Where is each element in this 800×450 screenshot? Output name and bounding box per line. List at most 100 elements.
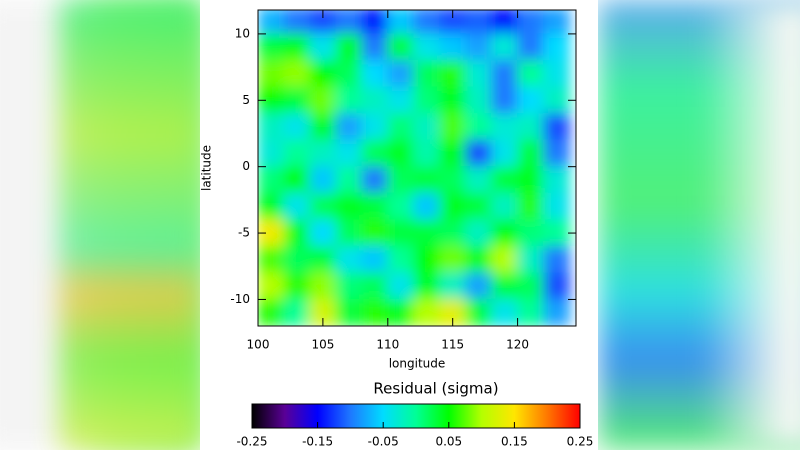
heatmap-cell bbox=[413, 139, 441, 168]
heatmap-cell bbox=[465, 139, 493, 168]
heatmap-cell bbox=[283, 192, 311, 221]
plot-frame bbox=[257, 9, 577, 327]
heatmap-cell bbox=[361, 192, 389, 221]
heatmap-cell bbox=[258, 139, 285, 168]
y-tick-label: -5 bbox=[238, 226, 250, 240]
y-tick-label: 5 bbox=[242, 93, 250, 107]
heatmap-cell bbox=[543, 192, 571, 221]
heatmap-cell bbox=[517, 59, 545, 88]
heatmap-cell bbox=[283, 166, 311, 194]
heatmap-cell bbox=[283, 298, 311, 326]
heatmap-cell bbox=[465, 86, 493, 115]
heatmap-cell bbox=[283, 33, 311, 61]
heatmap-cell bbox=[258, 10, 285, 35]
heatmap-cell bbox=[465, 166, 493, 194]
heatmap-cell bbox=[491, 166, 519, 194]
heatmap-cell bbox=[387, 113, 415, 141]
heatmap-cell bbox=[387, 166, 415, 194]
x-tick-label: 105 bbox=[311, 338, 334, 352]
heatmap-cell bbox=[465, 298, 493, 326]
colorbar-tick-label: 0.25 bbox=[567, 435, 594, 449]
heatmap-cell bbox=[309, 272, 337, 300]
heatmap-cell bbox=[413, 245, 441, 274]
heatmap-cell bbox=[491, 192, 519, 221]
heatmap-cell bbox=[543, 139, 571, 168]
heatmap-cell bbox=[335, 113, 363, 141]
heatmap-cell bbox=[491, 113, 519, 141]
heatmap-cell bbox=[465, 245, 493, 274]
heatmap-cell bbox=[283, 113, 311, 141]
heatmap-cell bbox=[387, 33, 415, 61]
heatmap-cell bbox=[465, 59, 493, 88]
heatmap-cell bbox=[335, 33, 363, 61]
heatmap-cell bbox=[335, 219, 363, 247]
heatmap-cell bbox=[335, 10, 363, 35]
heatmap-cell bbox=[335, 166, 363, 194]
heatmap-cell bbox=[465, 113, 493, 141]
heatmap-cell bbox=[517, 166, 545, 194]
y-axis-label: latitude bbox=[200, 145, 214, 191]
heatmap-cell bbox=[387, 219, 415, 247]
heatmap-cell bbox=[491, 33, 519, 61]
heatmap-cell bbox=[517, 298, 545, 326]
heatmap-cell bbox=[309, 33, 337, 61]
heatmap-cell bbox=[387, 298, 415, 326]
heatmap-cell bbox=[335, 192, 363, 221]
heatmap-cell bbox=[491, 272, 519, 300]
heatmap-cell bbox=[413, 59, 441, 88]
heatmap-cell bbox=[517, 219, 545, 247]
heatmap-cell bbox=[465, 272, 493, 300]
heatmap-cell bbox=[283, 139, 311, 168]
heatmap-cell bbox=[439, 272, 467, 300]
heatmap-cell bbox=[439, 219, 467, 247]
heatmap-cell bbox=[361, 272, 389, 300]
heatmap-cell bbox=[309, 245, 337, 274]
heatmap-cell bbox=[387, 245, 415, 274]
heatmap-cell bbox=[361, 113, 389, 141]
heatmap-cell bbox=[517, 86, 545, 115]
heatmap-cell bbox=[309, 219, 337, 247]
colorbar-tick-label: 0.05 bbox=[435, 435, 462, 449]
heatmap-cell bbox=[491, 219, 519, 247]
heatmap-cell bbox=[517, 33, 545, 61]
heatmap-cell bbox=[491, 298, 519, 326]
heatmap-cell bbox=[439, 86, 467, 115]
heatmap-cell bbox=[439, 59, 467, 88]
heatmap-cell bbox=[258, 272, 285, 300]
heatmap-cell bbox=[517, 245, 545, 274]
heatmap-cell bbox=[543, 272, 571, 300]
heatmap-cell bbox=[413, 33, 441, 61]
colorbar-tick-label: -0.25 bbox=[236, 435, 267, 449]
y-tick-label: 10 bbox=[235, 26, 250, 40]
heatmap-cell bbox=[543, 166, 571, 194]
heatmap-cell bbox=[543, 113, 571, 141]
heatmap-cell bbox=[361, 86, 389, 115]
heatmap bbox=[258, 10, 571, 326]
heatmap-cell bbox=[258, 113, 285, 141]
heatmap-cell bbox=[439, 139, 467, 168]
heatmap-cell bbox=[413, 86, 441, 115]
heatmap-cell bbox=[258, 33, 285, 61]
heatmap-cell bbox=[543, 298, 571, 326]
colorbar-tick-label: 0.15 bbox=[501, 435, 528, 449]
heatmap-cell bbox=[309, 113, 337, 141]
heatmap-cell bbox=[439, 245, 467, 274]
heatmap-cell bbox=[465, 33, 493, 61]
heatmap-cell bbox=[361, 59, 389, 88]
heatmap-cell bbox=[517, 113, 545, 141]
heatmap-cell bbox=[413, 166, 441, 194]
heatmap-cell bbox=[439, 166, 467, 194]
heatmap-cell bbox=[387, 59, 415, 88]
heatmap-cell bbox=[258, 192, 285, 221]
heatmap-cell bbox=[283, 86, 311, 115]
heatmap-cell bbox=[309, 192, 337, 221]
heatmap-cell bbox=[283, 219, 311, 247]
heatmap-cell bbox=[309, 139, 337, 168]
heatmap-cell bbox=[361, 139, 389, 168]
heatmap-cell bbox=[543, 33, 571, 61]
heatmap-cell bbox=[387, 139, 415, 168]
heatmap-cell bbox=[335, 59, 363, 88]
heatmap-cell bbox=[465, 192, 493, 221]
